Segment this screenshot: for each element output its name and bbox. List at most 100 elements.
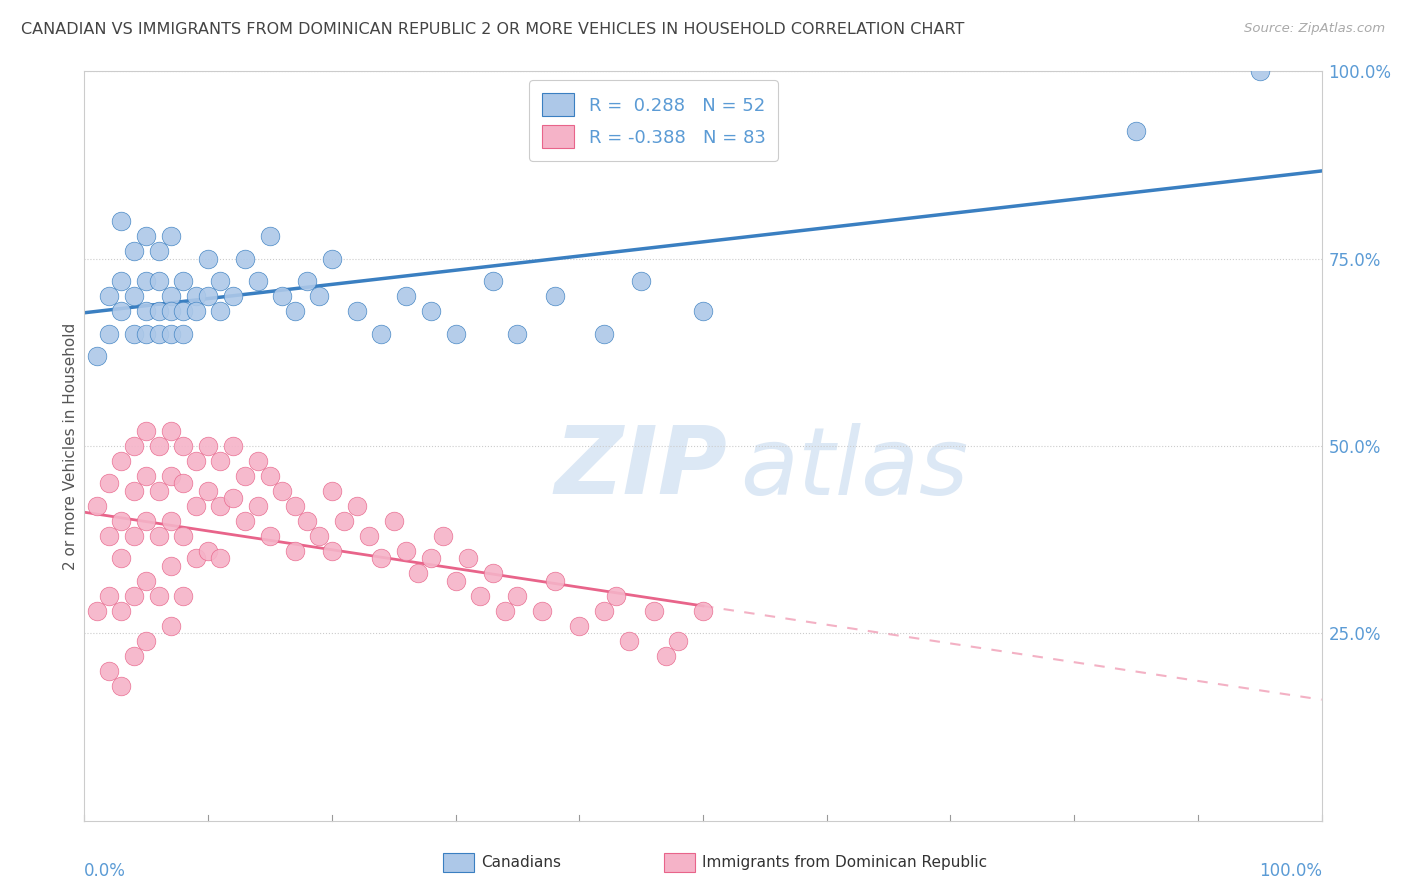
Point <box>160 558 183 573</box>
Point <box>110 514 132 528</box>
Point <box>98 476 121 491</box>
Point <box>382 514 405 528</box>
Point <box>233 514 256 528</box>
Point <box>494 604 516 618</box>
Point <box>172 274 194 288</box>
Point <box>346 499 368 513</box>
Point <box>295 274 318 288</box>
Point <box>184 551 207 566</box>
Point <box>308 529 330 543</box>
Point <box>321 544 343 558</box>
Point <box>593 604 616 618</box>
Point <box>122 529 145 543</box>
Point <box>148 529 170 543</box>
Point <box>172 326 194 341</box>
Point <box>184 304 207 318</box>
Text: Immigrants from Dominican Republic: Immigrants from Dominican Republic <box>702 855 987 870</box>
Point <box>271 289 294 303</box>
Point <box>321 252 343 266</box>
Text: Canadians: Canadians <box>481 855 561 870</box>
Text: Source: ZipAtlas.com: Source: ZipAtlas.com <box>1244 22 1385 36</box>
Point <box>259 229 281 244</box>
Point <box>617 633 640 648</box>
Point <box>160 469 183 483</box>
Point <box>110 454 132 468</box>
Point <box>444 326 467 341</box>
Point <box>259 529 281 543</box>
Point <box>643 604 665 618</box>
Point <box>222 289 245 303</box>
Point <box>370 326 392 341</box>
Point <box>444 574 467 588</box>
Point <box>333 514 356 528</box>
Point <box>148 244 170 259</box>
Point <box>692 604 714 618</box>
Point <box>271 483 294 498</box>
Point <box>197 289 219 303</box>
Point <box>110 274 132 288</box>
Point <box>395 289 418 303</box>
Point <box>209 304 232 318</box>
Point <box>135 469 157 483</box>
Text: 0.0%: 0.0% <box>84 862 127 880</box>
Point <box>110 679 132 693</box>
Point <box>395 544 418 558</box>
Point <box>135 424 157 438</box>
Point <box>160 326 183 341</box>
Point <box>98 289 121 303</box>
Point <box>135 229 157 244</box>
Point <box>568 619 591 633</box>
Point <box>86 604 108 618</box>
Point <box>543 289 565 303</box>
Point <box>110 551 132 566</box>
Text: 100.0%: 100.0% <box>1258 862 1322 880</box>
Point <box>197 252 219 266</box>
Point <box>98 664 121 678</box>
Point <box>122 289 145 303</box>
Point <box>284 304 307 318</box>
Point <box>86 349 108 363</box>
Point <box>457 551 479 566</box>
Point <box>184 289 207 303</box>
Text: atlas: atlas <box>740 423 969 514</box>
Point <box>135 304 157 318</box>
Point <box>284 499 307 513</box>
Point <box>122 589 145 603</box>
Point <box>122 244 145 259</box>
Point <box>506 589 529 603</box>
Point <box>209 454 232 468</box>
Point <box>543 574 565 588</box>
Point <box>172 529 194 543</box>
Point <box>357 529 380 543</box>
Point <box>110 214 132 228</box>
Point <box>172 476 194 491</box>
Point <box>233 252 256 266</box>
Point <box>666 633 689 648</box>
Point <box>172 304 194 318</box>
Point <box>172 589 194 603</box>
Point <box>346 304 368 318</box>
Point <box>259 469 281 483</box>
Point <box>148 483 170 498</box>
Point <box>172 439 194 453</box>
Point <box>246 454 269 468</box>
Point <box>209 551 232 566</box>
Point <box>222 439 245 453</box>
Legend: R =  0.288   N = 52, R = -0.388   N = 83: R = 0.288 N = 52, R = -0.388 N = 83 <box>529 80 778 161</box>
Point <box>160 304 183 318</box>
Point <box>246 274 269 288</box>
Point <box>110 604 132 618</box>
Point <box>160 229 183 244</box>
Point <box>98 529 121 543</box>
Point <box>160 424 183 438</box>
Point <box>160 514 183 528</box>
Point <box>135 633 157 648</box>
Point <box>110 304 132 318</box>
Point <box>655 648 678 663</box>
Point <box>148 304 170 318</box>
Point <box>1125 124 1147 138</box>
Point <box>481 566 503 581</box>
Point <box>222 491 245 506</box>
Point <box>370 551 392 566</box>
Point <box>419 304 441 318</box>
